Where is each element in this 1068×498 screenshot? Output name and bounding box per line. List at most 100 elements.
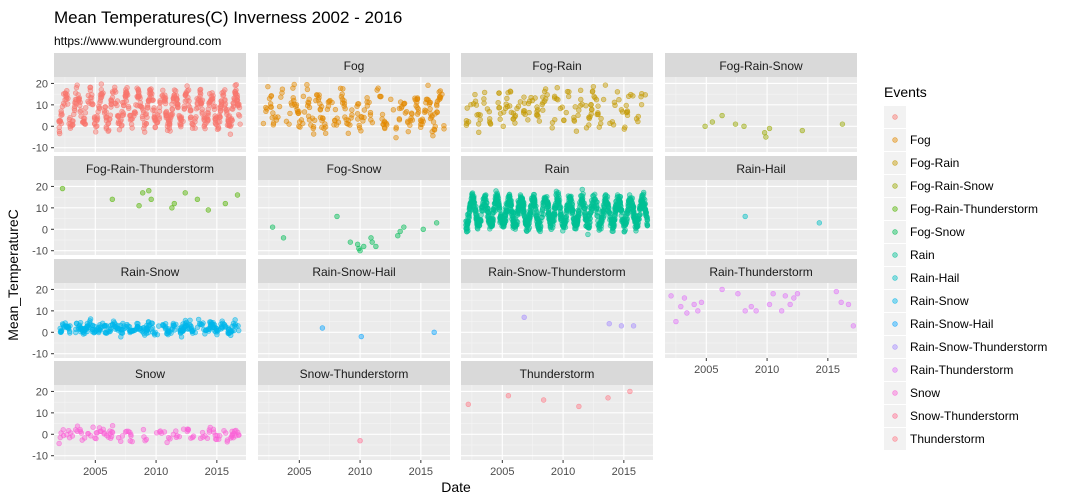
data-point [579, 186, 585, 193]
data-point [236, 104, 243, 111]
data-point [163, 108, 170, 115]
data-point [275, 114, 281, 120]
data-point [578, 193, 584, 199]
data-point [576, 403, 582, 410]
legend-label: Fog [910, 133, 931, 147]
data-point [617, 200, 623, 206]
data-point [358, 113, 364, 120]
data-point [123, 90, 129, 96]
y-tick-label: 10 [36, 408, 48, 420]
data-point [198, 91, 204, 97]
data-point [273, 117, 280, 123]
data-point [334, 213, 340, 220]
facet-strip [461, 53, 653, 77]
data-point [189, 120, 196, 127]
data-point [146, 188, 152, 194]
data-point [111, 323, 118, 329]
facet-label: Rain-Thunderstorm [709, 265, 812, 279]
data-point [497, 205, 503, 211]
data-point [300, 93, 307, 99]
data-point [187, 322, 194, 329]
data-point [519, 195, 525, 201]
data-point [497, 116, 503, 122]
facet-strip [258, 156, 450, 180]
x-tick-label: 2010 [755, 364, 779, 376]
data-point [357, 248, 363, 254]
data-point [304, 86, 311, 93]
data-point [617, 194, 623, 200]
data-point [169, 101, 175, 107]
data-point [587, 113, 593, 120]
data-point [199, 109, 205, 115]
data-point [220, 89, 227, 95]
x-tick-label: 2015 [205, 466, 229, 478]
data-point [232, 95, 238, 102]
data-point [109, 89, 116, 95]
data-point [472, 91, 478, 98]
data-point [294, 109, 301, 115]
data-point [58, 328, 65, 335]
data-point [107, 326, 113, 333]
data-point [218, 321, 224, 327]
data-point [67, 125, 74, 131]
data-point [569, 210, 576, 216]
data-point [390, 107, 397, 113]
data-point [505, 393, 512, 399]
data-point [210, 95, 216, 101]
data-point [639, 192, 646, 199]
data-point [221, 102, 228, 109]
data-point [541, 88, 548, 95]
y-tick-label: 0 [42, 224, 48, 236]
data-point [327, 97, 333, 104]
data-point [185, 427, 191, 433]
data-point [141, 120, 148, 126]
data-point [673, 318, 679, 325]
data-point [463, 218, 470, 225]
data-point [354, 103, 360, 110]
data-point [150, 107, 156, 113]
data-point [839, 121, 846, 127]
data-point [82, 110, 89, 116]
data-point [152, 124, 158, 131]
data-point [554, 85, 560, 91]
data-point [276, 103, 283, 110]
data-point [364, 99, 370, 105]
data-point [766, 301, 773, 308]
y-tick-label: 20 [36, 78, 48, 90]
data-point [600, 96, 607, 103]
data-point [787, 301, 793, 308]
facet-label: Fog-Snow [327, 162, 382, 176]
data-point [599, 218, 605, 224]
data-point [430, 133, 436, 139]
data-point [109, 423, 116, 429]
data-point [136, 203, 142, 209]
data-point [101, 108, 108, 114]
data-point [232, 82, 238, 89]
data-point [504, 103, 511, 110]
data-point [129, 328, 135, 334]
data-point [116, 127, 123, 133]
data-point [140, 426, 147, 433]
data-point [492, 204, 498, 211]
data-point [497, 110, 504, 117]
chart-title: Mean Temperatures(C) Inverness 2002 - 20… [54, 8, 402, 27]
x-tick-label: 2015 [612, 466, 636, 478]
data-point [618, 207, 625, 213]
data-point [90, 424, 96, 430]
legend-label: Fog-Rain-Snow [910, 179, 994, 193]
data-point [478, 205, 485, 211]
data-point [230, 106, 236, 112]
data-point [396, 116, 402, 122]
data-point [640, 195, 647, 202]
data-point [535, 225, 542, 231]
data-point [212, 116, 218, 122]
data-point [81, 435, 88, 441]
data-point [157, 428, 164, 434]
data-point [539, 206, 546, 213]
data-point [560, 218, 567, 225]
data-point [625, 210, 631, 216]
data-point [72, 107, 78, 114]
data-point [168, 113, 174, 119]
data-point [108, 101, 115, 108]
data-point [629, 202, 636, 208]
